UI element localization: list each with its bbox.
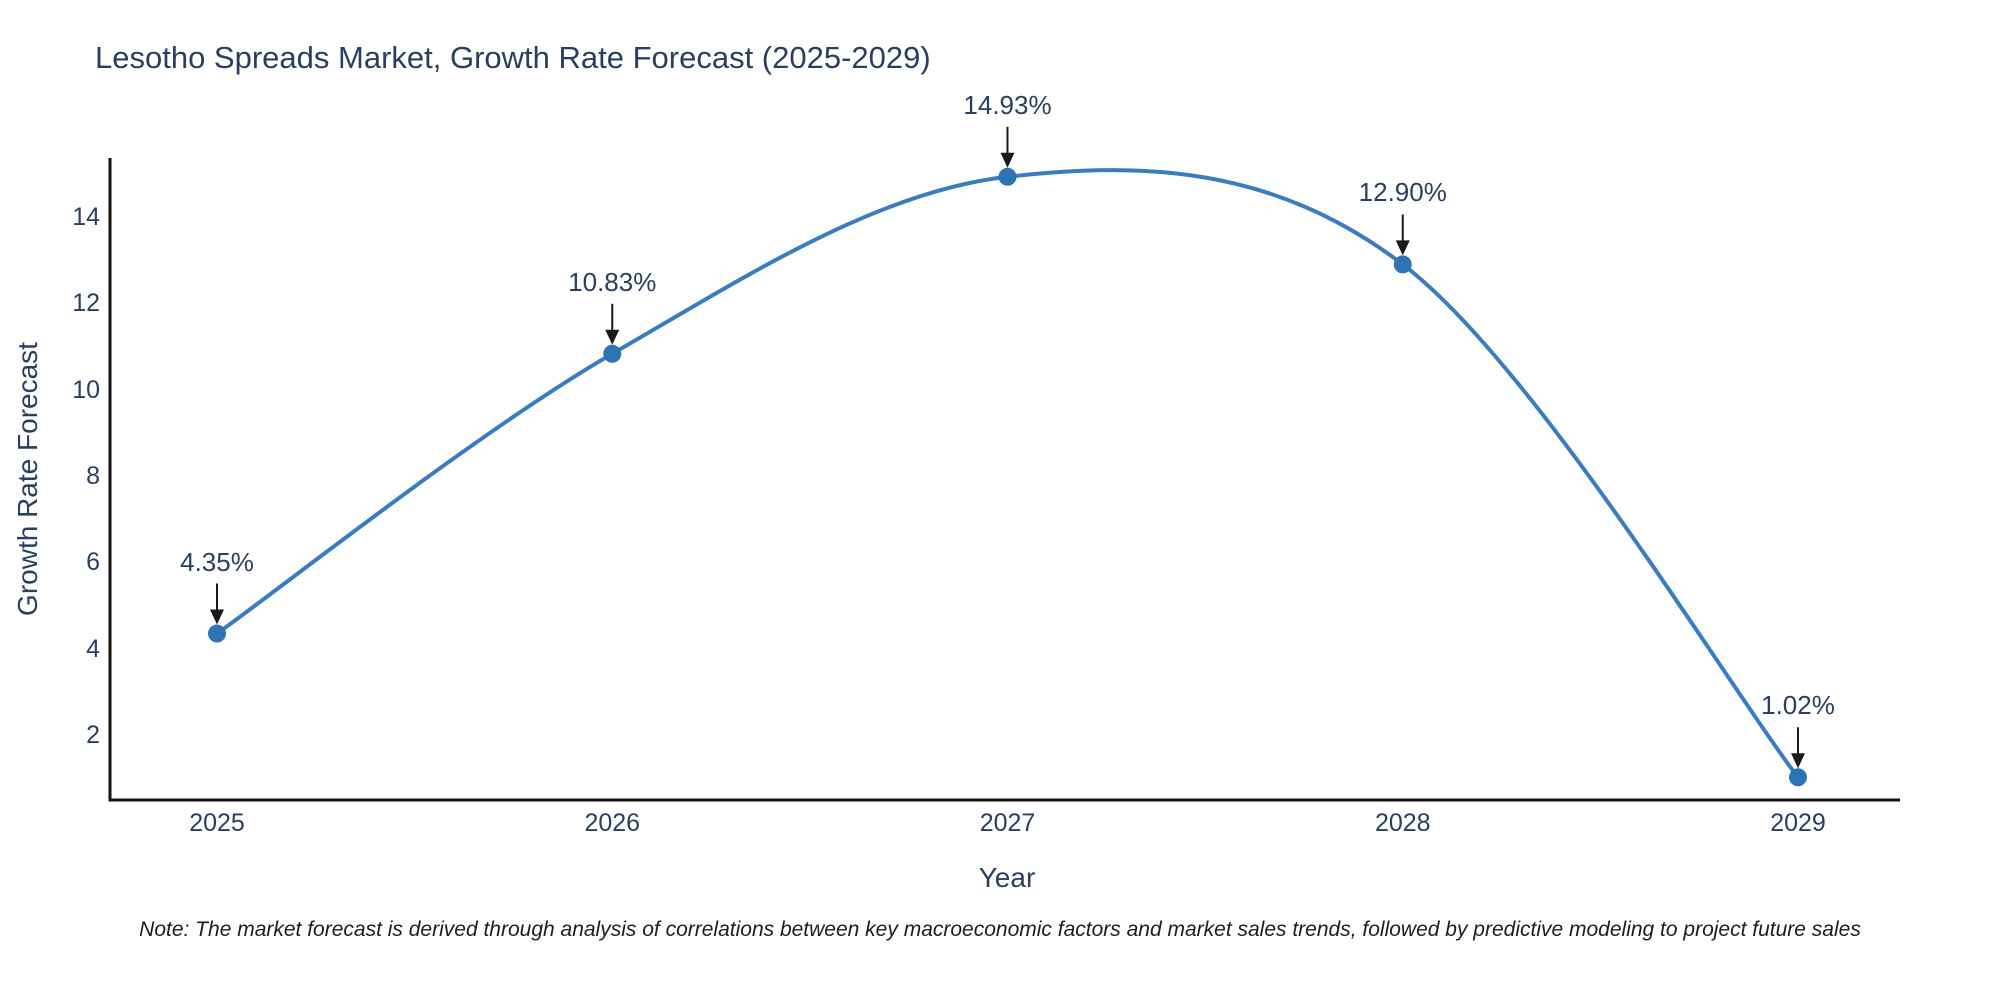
y-tick-label: 6 [86, 548, 100, 577]
point-annotation: 4.35% [180, 546, 254, 577]
annotation-arrowhead-icon [1000, 152, 1015, 168]
point-annotation: 1.02% [1761, 690, 1835, 721]
x-axis-title: Year [978, 862, 1036, 893]
annotation-arrowhead-icon [605, 329, 620, 345]
point-annotation: 10.83% [568, 266, 657, 297]
data-point-marker[interactable] [603, 344, 622, 363]
point-annotation: 14.93% [963, 89, 1052, 120]
y-tick-label: 14 [72, 202, 100, 231]
trend-line [215, 168, 1800, 780]
y-axis-title: Growth Rate Forecast [12, 342, 43, 616]
data-point-marker[interactable] [208, 624, 226, 643]
data-point-marker[interactable] [1393, 255, 1412, 274]
y-tick-label: 4 [86, 634, 100, 663]
data-point-marker[interactable] [1789, 768, 1807, 787]
data-point-marker[interactable] [998, 167, 1017, 186]
point-annotation: 12.90% [1358, 177, 1447, 208]
x-tick-label: 2026 [584, 809, 641, 837]
annotation-arrowhead-icon [1395, 240, 1410, 256]
x-tick-label: 2027 [979, 809, 1036, 837]
y-tick-label: 8 [86, 461, 100, 490]
x-tick-label: 2028 [1374, 809, 1431, 837]
chart-title: Lesotho Spreads Market, Growth Rate Fore… [95, 40, 931, 75]
annotation-arrowhead-icon [1791, 753, 1805, 769]
footnote: Note: The market forecast is derived thr… [139, 918, 1861, 941]
x-tick-label: 2029 [1770, 809, 1826, 837]
x-tick-label: 2025 [189, 809, 245, 837]
y-tick-label: 2 [86, 720, 100, 749]
y-tick-label: 12 [72, 289, 100, 318]
y-tick-label: 10 [72, 375, 100, 404]
annotation-arrowhead-icon [210, 609, 224, 625]
